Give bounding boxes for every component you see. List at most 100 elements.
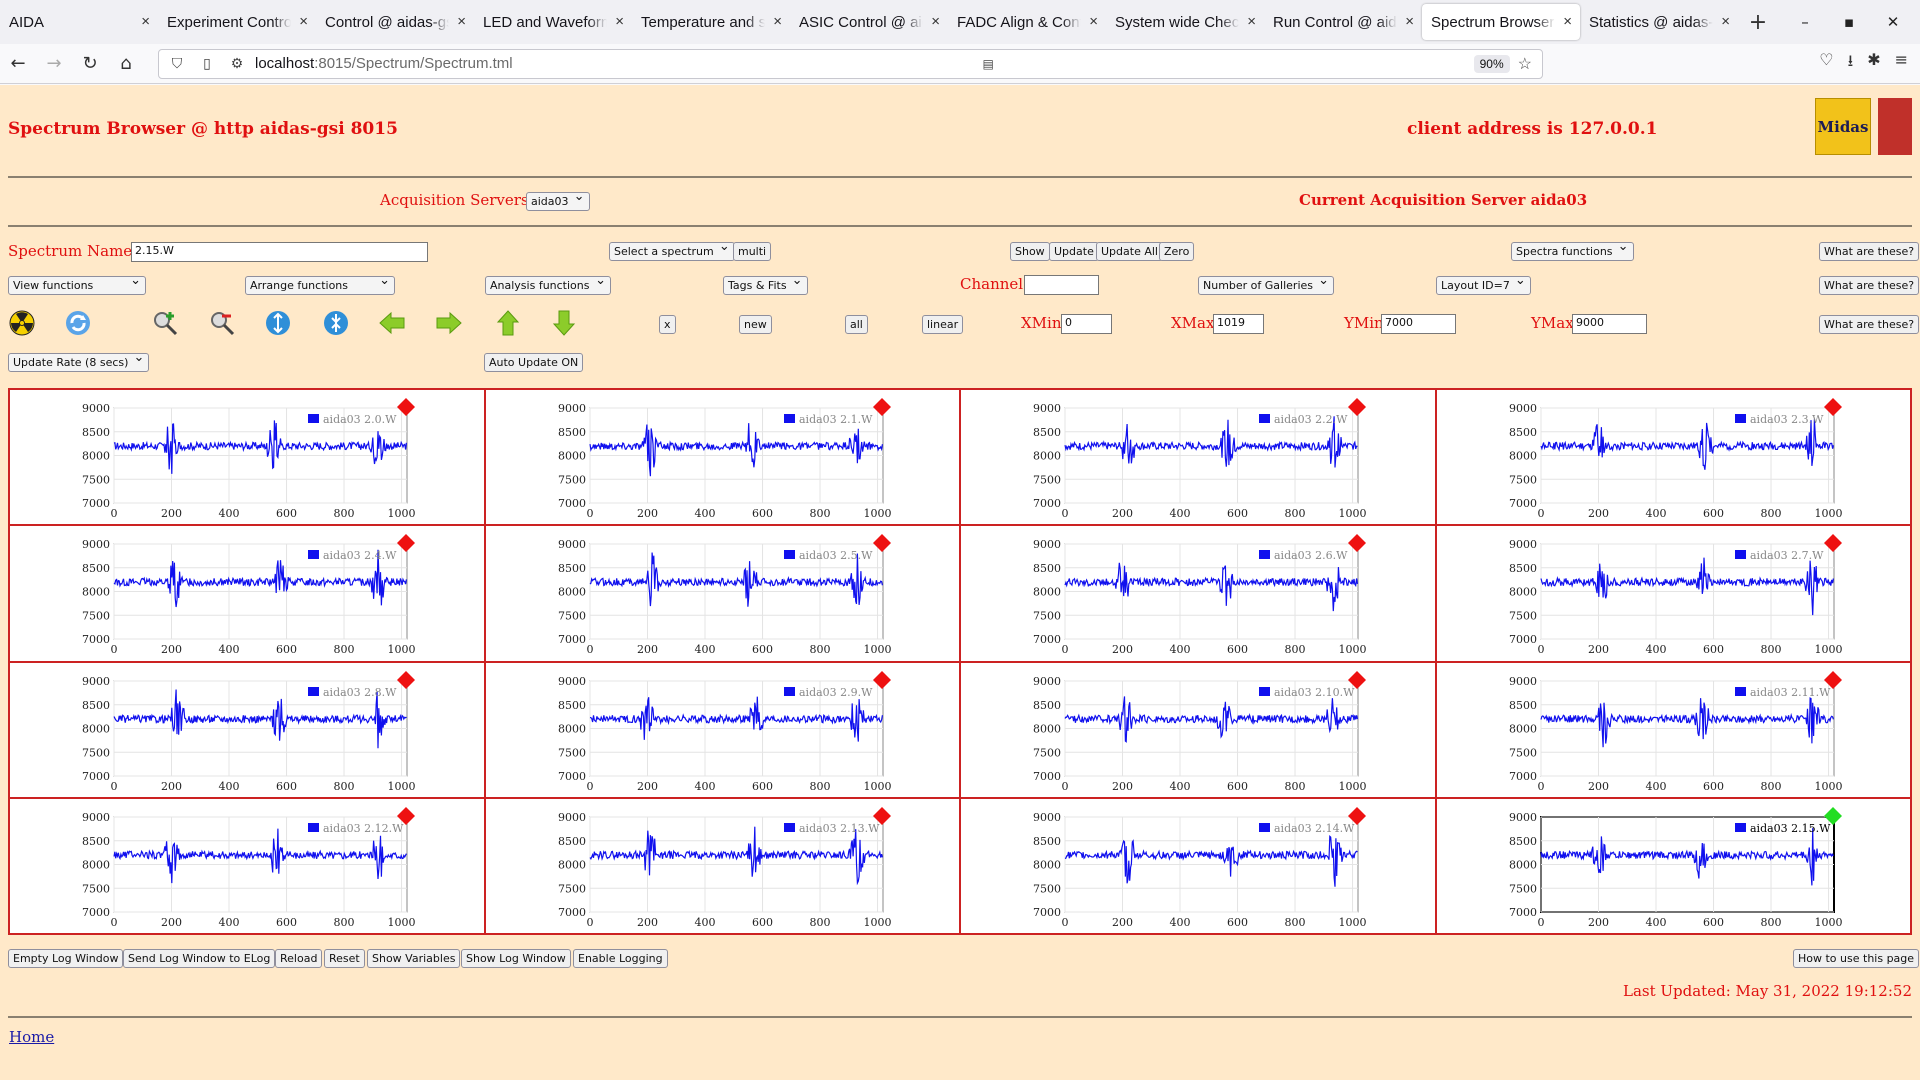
close-tab-icon[interactable]: × [457, 13, 466, 30]
xmin-input[interactable]: 0 [1061, 314, 1112, 334]
status-marker-icon[interactable] [1823, 534, 1842, 553]
forward-icon[interactable]: → [46, 53, 62, 74]
extension-icon[interactable]: ✱ [1867, 50, 1881, 69]
close-tab-icon[interactable]: × [1405, 13, 1414, 30]
browser-tab[interactable]: LED and Waveform × [474, 0, 632, 44]
status-marker-icon[interactable] [872, 806, 891, 825]
browser-tab[interactable]: Control @ aidas-gsi × [316, 0, 474, 44]
arrow-down-icon[interactable] [550, 309, 578, 337]
browser-tab[interactable]: FADC Align & Cont × [948, 0, 1106, 44]
home-icon[interactable]: ⌂ [120, 53, 132, 74]
minimize-icon[interactable]: – [1801, 13, 1809, 31]
status-marker-icon[interactable] [1823, 398, 1842, 416]
zoom-level[interactable]: 90% [1473, 54, 1510, 73]
browser-tab[interactable]: System wide Check × [1106, 0, 1264, 44]
status-marker-icon[interactable] [397, 398, 415, 416]
select-spectrum-select[interactable]: Select a spectrum [609, 239, 735, 261]
new-button[interactable]: new [739, 315, 772, 334]
linear-button[interactable]: linear [922, 315, 964, 334]
reload-button[interactable]: Reload [275, 949, 323, 968]
ymax-input[interactable]: 9000 [1572, 314, 1647, 334]
browser-tab[interactable]: ASIC Control @ aid × [790, 0, 948, 44]
update-button[interactable]: Update [1049, 242, 1099, 261]
status-marker-icon[interactable] [1348, 398, 1366, 416]
close-tab-icon[interactable]: × [299, 13, 308, 30]
back-icon[interactable]: ← [10, 53, 26, 74]
spectrum-cell[interactable]: 9000 8500 8000 7500 7000 0 200 400 600 800 1000 aid… [1435, 389, 1911, 526]
browser-tab[interactable]: Spectrum Browser × [1422, 4, 1580, 40]
view-functions-select[interactable]: View functions [8, 273, 146, 295]
browser-tab[interactable]: Temperature and s × [632, 0, 790, 44]
update-rate-select[interactable]: Update Rate (8 secs) [8, 350, 150, 372]
status-marker-icon[interactable] [1348, 534, 1366, 553]
layout-select[interactable]: Layout ID=7 [1436, 273, 1531, 295]
spectrum-cell[interactable]: 9000 8500 8000 7500 7000 0 200 400 600 800 1000 aid… [484, 525, 960, 662]
shield-icon[interactable]: ⛉ [171, 55, 183, 71]
spectra-functions-select[interactable]: Spectra functions [1511, 239, 1634, 261]
status-marker-icon[interactable] [397, 534, 415, 553]
close-tab-icon[interactable]: × [931, 13, 940, 30]
number-of-galleries-select[interactable]: Number of Galleries [1198, 273, 1335, 295]
arrow-left-icon[interactable] [378, 309, 406, 337]
status-marker-icon[interactable] [872, 670, 891, 689]
browser-tab[interactable]: Experiment Control × [158, 0, 316, 44]
status-marker-icon[interactable] [1348, 806, 1366, 825]
maximize-icon[interactable]: ▪ [1843, 13, 1855, 31]
update-all-button[interactable]: Update All [1096, 242, 1163, 261]
all-button[interactable]: all [845, 315, 868, 334]
reload-icon[interactable]: ↻ [82, 53, 98, 74]
close-tab-icon[interactable]: × [615, 13, 624, 30]
channel-input[interactable] [1024, 275, 1099, 295]
close-tab-icon[interactable]: × [1089, 13, 1098, 30]
arrow-right-icon[interactable] [435, 309, 463, 337]
new-tab-icon[interactable]: + [1748, 9, 1768, 35]
pocket-icon[interactable]: ♡ [1819, 50, 1834, 69]
arrange-functions-select[interactable]: Arrange functions [245, 273, 395, 295]
close-tab-icon[interactable]: × [1247, 13, 1256, 30]
reader-view-icon[interactable]: ▤ [982, 56, 994, 71]
status-marker-icon[interactable] [1823, 670, 1842, 689]
spectrum-cell[interactable]: 9000 8500 8000 7500 7000 0 200 400 600 800 1000 aid… [484, 389, 960, 526]
compress-y-icon[interactable] [322, 309, 350, 337]
spectrum-cell[interactable]: 9000 8500 8000 7500 7000 0 200 400 600 800 1000 aid… [960, 661, 1436, 798]
menu-icon[interactable]: ≡ [1894, 50, 1908, 69]
status-marker-icon[interactable] [872, 398, 891, 416]
acquisition-server-select[interactable]: aida03 [526, 189, 590, 211]
url-bar[interactable]: ⛉ ▯ ⚙ localhost:8015/Spectrum/Spectrum.t… [158, 48, 1543, 79]
expand-y-icon[interactable] [264, 309, 292, 337]
show-button[interactable]: Show [1010, 242, 1050, 261]
spectrum-cell[interactable]: 9000 8500 8000 7500 7000 0 200 400 600 800 1000 aid… [1435, 525, 1911, 662]
spectrum-name-input[interactable]: 2.15.W [131, 242, 428, 262]
enable-logging-button[interactable]: Enable Logging [573, 949, 668, 968]
close-tab-icon[interactable]: × [1721, 13, 1730, 30]
status-marker-icon[interactable] [397, 670, 415, 689]
spectrum-cell[interactable]: 9000 8500 8000 7500 7000 0 200 400 600 800 1000 aid… [960, 797, 1436, 934]
what-are-these-button[interactable]: What are these? [1819, 315, 1920, 334]
spectrum-cell[interactable]: 9000 8500 8000 7500 7000 0 200 400 600 800 1000 aid… [1435, 661, 1911, 798]
spectrum-cell[interactable]: 9000 8500 8000 7500 7000 0 200 400 600 800 1000 aid… [484, 797, 960, 934]
show-variables-button[interactable]: Show Variables [367, 949, 461, 968]
spectrum-cell[interactable]: 9000 8500 8000 7500 7000 0 200 400 600 800 1000 aid… [960, 525, 1436, 662]
close-tab-icon[interactable]: × [1563, 13, 1572, 30]
status-marker-icon[interactable] [1348, 670, 1366, 689]
browser-tab[interactable]: AIDA × [0, 0, 158, 44]
send-log-window-to-elog-button[interactable]: Send Log Window to ELog [123, 949, 276, 968]
spectrum-cell[interactable]: 9000 8500 8000 7500 7000 0 200 400 600 800 1000 aid… [484, 661, 960, 798]
what-are-these-button[interactable]: What are these? [1819, 276, 1920, 295]
status-marker-icon[interactable] [397, 806, 415, 825]
status-marker-icon[interactable] [1823, 806, 1842, 825]
analysis-functions-select[interactable]: Analysis functions [485, 273, 611, 295]
spectrum-cell[interactable]: 9000 8500 8000 7500 7000 0 200 400 600 800 1000 aid… [9, 661, 485, 798]
close-tab-icon[interactable]: × [773, 13, 782, 30]
show-log-window-button[interactable]: Show Log Window [461, 949, 571, 968]
spectrum-cell[interactable]: 9000 8500 8000 7500 7000 0 200 400 600 800 1000 aid… [9, 389, 485, 526]
multi-button[interactable]: multi [733, 242, 772, 261]
x-button[interactable]: x [659, 315, 676, 334]
spectrum-cell[interactable]: 9000 8500 8000 7500 7000 0 200 400 600 800 1000 aid… [960, 389, 1436, 526]
permissions-icon[interactable]: ⚙ [230, 55, 244, 71]
browser-tab[interactable]: Statistics @ aidas-g × [1580, 0, 1738, 44]
page-icon[interactable]: ▯ [203, 55, 211, 71]
xmax-input[interactable]: 1019 [1213, 314, 1264, 334]
arrow-up-icon[interactable] [494, 309, 522, 337]
how-to-use-button[interactable]: How to use this page [1793, 949, 1920, 968]
